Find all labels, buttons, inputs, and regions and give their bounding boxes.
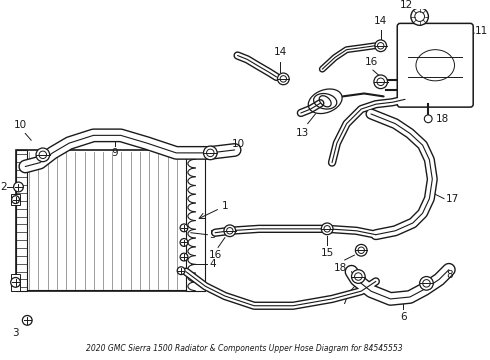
Text: 16: 16 — [366, 57, 379, 67]
Circle shape — [207, 149, 214, 157]
Text: 6: 6 — [400, 312, 406, 321]
Circle shape — [374, 75, 388, 89]
Text: 3: 3 — [12, 328, 19, 338]
Circle shape — [324, 226, 330, 232]
Bar — [11, 274, 21, 291]
Text: 2020 GMC Sierra 1500 Radiator & Components Upper Hose Diagram for 84545553: 2020 GMC Sierra 1500 Radiator & Componen… — [86, 345, 403, 354]
Text: 4: 4 — [209, 259, 216, 269]
Text: 1: 1 — [222, 202, 229, 211]
Text: 16: 16 — [209, 250, 222, 260]
Text: 13: 13 — [296, 127, 309, 138]
Text: 11: 11 — [475, 26, 489, 36]
Circle shape — [180, 239, 188, 246]
Circle shape — [377, 42, 384, 49]
Circle shape — [419, 276, 433, 290]
Text: 9: 9 — [112, 148, 118, 158]
Circle shape — [321, 223, 333, 235]
Text: 15: 15 — [320, 248, 334, 258]
Circle shape — [177, 267, 185, 275]
Circle shape — [36, 148, 49, 162]
Text: 18: 18 — [436, 114, 449, 124]
Circle shape — [180, 253, 188, 261]
Circle shape — [226, 228, 233, 234]
Circle shape — [224, 225, 236, 237]
Bar — [16, 150, 205, 291]
Text: 14: 14 — [274, 48, 287, 58]
Circle shape — [277, 73, 289, 85]
Text: 10: 10 — [14, 120, 27, 130]
Text: 14: 14 — [374, 16, 387, 26]
FancyBboxPatch shape — [397, 23, 473, 107]
Circle shape — [12, 196, 20, 203]
Circle shape — [358, 247, 365, 253]
Circle shape — [14, 182, 24, 192]
Circle shape — [423, 280, 430, 287]
Circle shape — [411, 8, 428, 25]
Text: 8: 8 — [446, 270, 453, 280]
Circle shape — [375, 40, 387, 51]
Circle shape — [351, 270, 365, 283]
Circle shape — [23, 315, 32, 325]
Text: 2: 2 — [0, 182, 7, 192]
Circle shape — [355, 273, 362, 280]
Text: 12: 12 — [399, 0, 413, 10]
Circle shape — [377, 78, 385, 86]
Circle shape — [355, 244, 367, 256]
Circle shape — [280, 76, 287, 82]
Circle shape — [39, 151, 47, 158]
Circle shape — [203, 146, 217, 160]
Bar — [11, 194, 21, 206]
Text: 7: 7 — [342, 296, 348, 306]
Text: 10: 10 — [232, 139, 245, 149]
Circle shape — [424, 115, 432, 123]
Bar — [186, 150, 205, 291]
Circle shape — [180, 224, 188, 232]
Text: 18: 18 — [334, 263, 347, 273]
Text: 17: 17 — [446, 194, 459, 204]
Bar — [16, 150, 27, 291]
Circle shape — [11, 278, 21, 287]
Circle shape — [415, 12, 424, 22]
Text: 5: 5 — [209, 230, 216, 240]
